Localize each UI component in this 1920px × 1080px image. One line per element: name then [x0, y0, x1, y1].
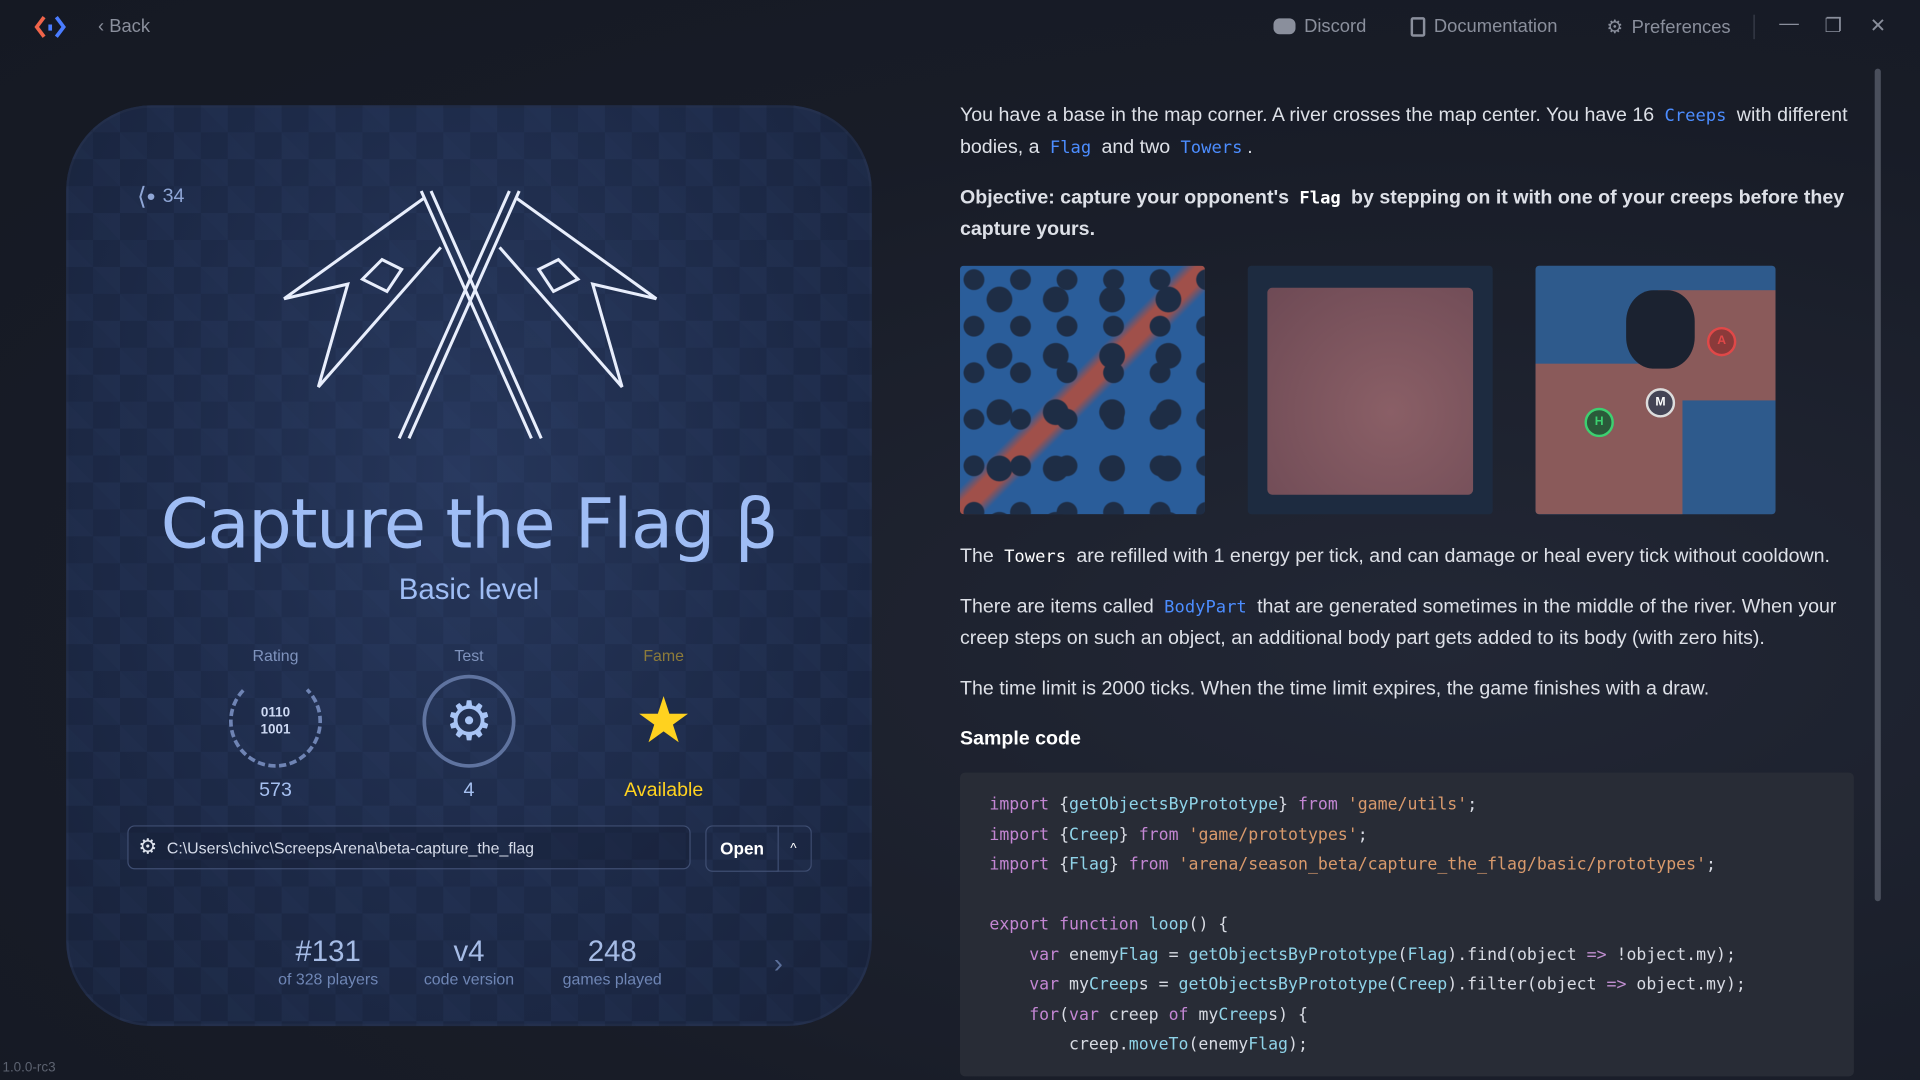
- title-bar: ‹ Back Discord Documentation ⚙ Preference…: [0, 0, 1920, 54]
- arena-subtitle: Basic level: [398, 573, 540, 607]
- discord-icon: [1273, 18, 1296, 35]
- code-line: import {getObjectsByPrototype} from 'gam…: [989, 794, 1478, 815]
- open-button[interactable]: Open: [705, 825, 779, 872]
- app-logo-icon: [34, 16, 66, 38]
- share-count[interactable]: ⟨• 34: [137, 181, 184, 212]
- background-pattern: [66, 105, 872, 1027]
- folder-path-field[interactable]: ⚙ C:\Users\chivc\ScreepsArena\beta-captur…: [127, 825, 691, 870]
- map-thumbnail-base[interactable]: [1247, 265, 1493, 515]
- discord-link[interactable]: Discord: [1273, 16, 1366, 37]
- chevron-left-icon: ‹: [97, 15, 110, 37]
- bodypart-paragraph: There are items called BodyPart that are…: [960, 596, 1837, 649]
- towers-paragraph: The Towers are refilled with 1 energy pe…: [960, 546, 1830, 567]
- code-line: import {Flag} from 'arena/season_beta/ca…: [989, 854, 1717, 875]
- arena-title: Capture the Flag β: [160, 484, 779, 565]
- document-icon: [1410, 16, 1426, 37]
- documentation-link[interactable]: Documentation: [1410, 16, 1557, 37]
- minimize-button[interactable]: —: [1779, 13, 1799, 35]
- arena-card: ⟨• 34 Capture the Flag β Basic level Rati…: [66, 105, 872, 1027]
- code-line: creep.moveTo(enemyFlag);: [989, 1034, 1308, 1055]
- gear-icon: ⚙: [1606, 17, 1624, 38]
- arena-description: You have a base in the map corner. A riv…: [960, 100, 1854, 1077]
- crown-star-icon: ★: [635, 685, 693, 757]
- restore-button[interactable]: ❐: [1824, 15, 1843, 37]
- code-line: [989, 880, 1824, 910]
- rating-stat: Rating 0110 1001 573: [202, 647, 349, 803]
- close-button[interactable]: ✕: [1869, 15, 1887, 37]
- code-version-stat: v4 code version: [423, 935, 515, 989]
- map-thumbnail-river[interactable]: [960, 265, 1205, 515]
- gear-badge-icon: ⚙: [396, 672, 543, 770]
- code-line: var enemyFlag = getObjectsByPrototype(Fl…: [1029, 944, 1736, 965]
- gear-icon: ⚙: [138, 835, 158, 859]
- laurel-rating-icon: 0110 1001: [202, 672, 349, 770]
- rank-stat: #131 of 328 players: [278, 935, 379, 989]
- code-line: var myCreeps = getObjectsByPrototype(Cre…: [1029, 974, 1746, 995]
- next-arrow-button[interactable]: ›: [773, 947, 783, 979]
- games-played-stat: 248 games played: [562, 935, 662, 989]
- map-thumbnail-terrain[interactable]: A M H: [1535, 265, 1776, 515]
- fame-stat: Fame ★ Available: [590, 647, 737, 803]
- app-version: 1.0.0-rc3: [2, 1060, 56, 1076]
- chevron-up-icon: ^: [790, 841, 797, 856]
- divider: [1753, 14, 1755, 40]
- sample-code-heading: Sample code: [960, 728, 1081, 750]
- open-options-dropdown[interactable]: ^: [776, 825, 812, 872]
- share-icon: ⟨•: [137, 183, 156, 211]
- code-line: export function loop() {: [989, 914, 1229, 935]
- scrollbar[interactable]: [1874, 68, 1881, 902]
- test-stat: Test ⚙ 4: [396, 647, 543, 803]
- back-button[interactable]: ‹ Back: [97, 15, 151, 37]
- time-limit-paragraph: The time limit is 2000 ticks. When the t…: [960, 678, 1710, 700]
- intro-paragraph: You have a base in the map corner. A riv…: [960, 105, 1848, 158]
- objective-paragraph: Objective: capture your opponent's Flag …: [960, 187, 1845, 241]
- preferences-link[interactable]: ⚙ Preferences: [1606, 16, 1731, 38]
- code-line: for(var creep of myCreeps) {: [1029, 1004, 1308, 1025]
- sample-code-block[interactable]: import {getObjectsByPrototype} from 'gam…: [960, 772, 1854, 1077]
- crossed-flags-icon: [283, 190, 658, 439]
- code-line: import {Creep} from 'game/prototypes';: [989, 824, 1368, 845]
- map-screenshots: A M H: [960, 265, 1854, 515]
